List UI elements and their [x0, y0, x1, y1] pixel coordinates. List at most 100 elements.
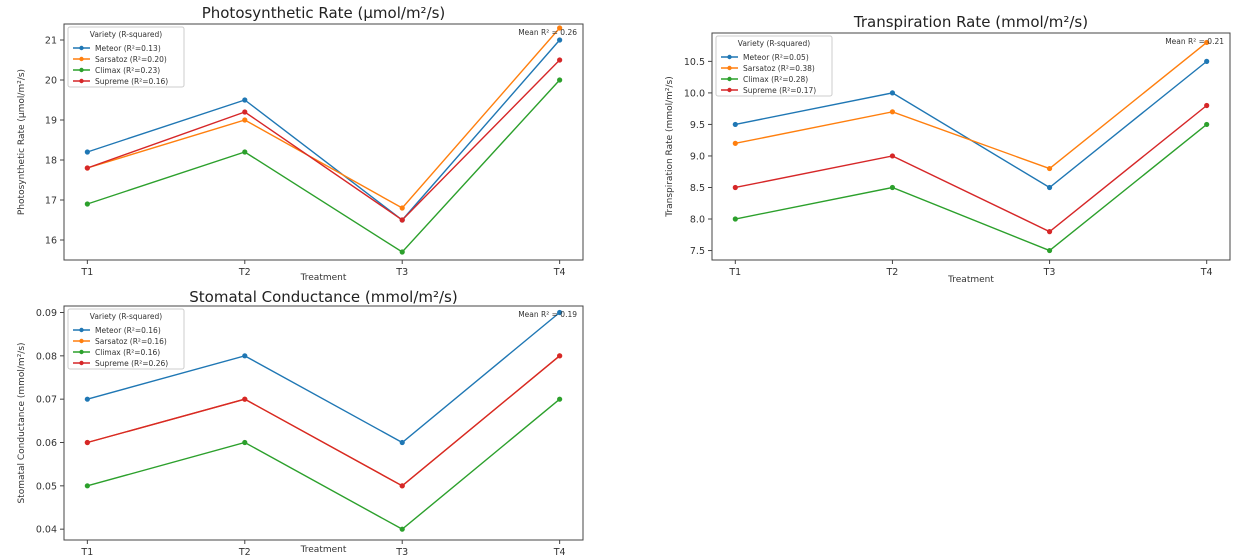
- chart-panel-2: Transpiration Rate (mmol/m²/s) T1 T2 T3 T4 7.…: [665, 13, 1231, 285]
- data-point: [889, 184, 896, 191]
- legend-title: Variety (R-squared): [738, 39, 811, 48]
- legend-title: Variety (R-squared): [90, 312, 163, 321]
- x-tick-label: T1: [80, 547, 93, 556]
- y-tick-label: 8.0: [690, 215, 705, 226]
- y-tick-label: 7.5: [690, 246, 705, 257]
- legend-entry: Climax (R²=0.23): [95, 66, 160, 75]
- data-point: [557, 353, 563, 359]
- data-point: [84, 149, 90, 155]
- data-point: [557, 309, 563, 316]
- y-tick-label: 9.5: [690, 120, 705, 131]
- data-point: [242, 109, 248, 115]
- x-tick-label: T4: [1200, 267, 1213, 278]
- data-point: [84, 201, 90, 207]
- data-point: [557, 57, 563, 63]
- plot-frame: [63, 305, 584, 541]
- y-tick-label: 20: [45, 76, 57, 87]
- x-tick-label: T1: [728, 267, 741, 278]
- data-point: [889, 109, 896, 115]
- data-point: [399, 526, 405, 532]
- x-axis-label: Treatment: [947, 275, 994, 285]
- data-point: [557, 77, 563, 83]
- chart-panel-3: Stomatal Conductance (mmol/m²/s) T1 T2 T3 T4…: [17, 288, 584, 558]
- legend-marker: [79, 327, 84, 333]
- legend-marker: [727, 87, 732, 93]
- mean-r2-annotation: Mean R² = 0.21: [1165, 37, 1224, 46]
- y-tick-label: 16: [45, 236, 57, 247]
- x-tick-label: T2: [238, 267, 251, 278]
- mean-r2-annotation: Mean R² = 0.19: [518, 310, 577, 319]
- y-tick-label: 8.5: [690, 183, 705, 194]
- y-tick-label: 10.5: [684, 57, 705, 68]
- x-tick-label: T2: [238, 547, 251, 556]
- legend-entry: Supreme (R²=0.17): [743, 86, 816, 95]
- y-axis-label: Photosynthetic Rate (μmol/m²/s): [17, 69, 27, 215]
- data-point: [732, 140, 738, 146]
- chart-title: Transpiration Rate (mmol/m²/s): [853, 13, 1088, 31]
- legend-entry: Sarsatoz (R²=0.38): [743, 64, 815, 73]
- legend-entry: Meteor (R²=0.05): [743, 53, 809, 62]
- legend-box: [715, 35, 833, 97]
- legend-entry: Supreme (R²=0.26): [95, 359, 168, 368]
- data-point: [242, 396, 248, 402]
- data-point: [1046, 184, 1053, 191]
- x-tick-label: T3: [1043, 267, 1056, 278]
- data-point: [242, 439, 248, 446]
- x-tick-label: T4: [553, 267, 566, 278]
- y-tick-label: 0.06: [36, 438, 57, 449]
- series-line-3: [87, 79, 561, 253]
- y-tick-label: 19: [45, 116, 57, 127]
- legend-entry: Climax (R²=0.16): [95, 348, 160, 357]
- data-point: [242, 97, 248, 103]
- legend-marker: [79, 56, 84, 62]
- series-line-2: [87, 27, 561, 209]
- data-point: [1204, 121, 1210, 128]
- data-point: [399, 217, 405, 223]
- series-line-4: [87, 59, 561, 221]
- chart-panel-1: Photosynthetic Rate (μmol/m²/s) T1 T2 T3 T4 1…: [17, 4, 584, 283]
- data-point: [1046, 247, 1053, 254]
- data-point: [399, 439, 405, 446]
- plot-frame: [63, 23, 584, 261]
- plot-frame: [711, 32, 1231, 261]
- x-tick-label: T2: [886, 267, 899, 278]
- legend-entry: Sarsatoz (R²=0.16): [95, 337, 167, 346]
- y-tick-label: 10.0: [684, 88, 705, 99]
- legend-box: [67, 308, 185, 370]
- y-tick-label: 9.0: [690, 151, 705, 162]
- legend-marker: [79, 360, 84, 366]
- chart-title: Stomatal Conductance (mmol/m²/s): [189, 288, 457, 306]
- mean-r2-annotation: Mean R² = 0.26: [518, 28, 577, 37]
- y-tick-label: 21: [45, 36, 57, 47]
- data-point: [732, 184, 738, 191]
- series-line-3: [735, 123, 1208, 252]
- legend-marker: [727, 54, 732, 60]
- data-point: [1204, 102, 1210, 109]
- series-line-1: [87, 39, 561, 221]
- data-point: [84, 165, 90, 171]
- data-point: [399, 205, 405, 211]
- legend-marker: [79, 338, 84, 344]
- data-point: [732, 121, 738, 128]
- x-tick-label: T3: [395, 547, 408, 556]
- x-tick-label: T3: [395, 267, 408, 278]
- legend-marker: [79, 349, 84, 355]
- data-point: [557, 37, 563, 43]
- x-tick-label: T1: [80, 267, 93, 278]
- y-axis-label: Stomatal Conductance (mmol/m²/s): [17, 342, 27, 503]
- y-tick-label: 0.05: [36, 481, 57, 492]
- data-point: [242, 353, 248, 359]
- data-point: [889, 153, 896, 159]
- series-line-4: [735, 104, 1208, 233]
- series-line-4: [87, 355, 561, 487]
- data-point: [399, 483, 405, 489]
- y-tick-label: 0.09: [36, 308, 57, 319]
- data-point: [889, 90, 896, 96]
- x-tick-label: T4: [553, 547, 566, 556]
- data-point: [1046, 229, 1053, 235]
- data-point: [732, 216, 738, 222]
- data-point: [1204, 58, 1210, 64]
- x-axis-label: Treatment: [300, 545, 347, 555]
- legend-entry: Supreme (R²=0.16): [95, 77, 168, 86]
